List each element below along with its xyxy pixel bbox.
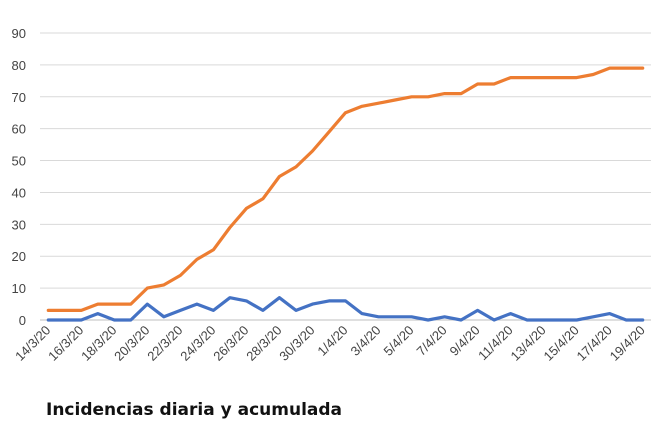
- y-tick-label: 50: [12, 154, 26, 169]
- x-tick-label: 19/4/20: [607, 323, 648, 364]
- series-lines: [46, 66, 645, 322]
- x-tick-label: 7/4/20: [414, 323, 450, 359]
- x-tick-label: 24/3/20: [177, 323, 218, 364]
- x-tick-label: 5/4/20: [381, 323, 417, 359]
- chart-caption: Incidencias diaria y acumulada: [46, 400, 343, 420]
- x-tick-label: 1/4/20: [314, 323, 350, 359]
- y-tick-label: 80: [12, 58, 26, 73]
- x-tick-label: 3/4/20: [347, 323, 383, 359]
- x-tick-label: 16/3/20: [45, 323, 86, 364]
- x-tick-label: 13/4/20: [508, 323, 549, 364]
- y-axis-ticks: 0 10 20 30 40 50 60 70 80 90: [12, 26, 26, 328]
- y-tick-label: 20: [12, 249, 26, 264]
- series-line-1: [46, 66, 645, 312]
- x-tick-label: 14/3/20: [12, 323, 53, 364]
- x-tick-label: 28/3/20: [243, 323, 284, 364]
- x-axis-ticks: 14/3/2016/3/2018/3/2020/3/2022/3/2024/3/…: [12, 323, 648, 364]
- y-tick-label: 70: [12, 90, 26, 105]
- y-tick-label: 0: [19, 313, 26, 328]
- y-tick-label: 10: [12, 281, 26, 296]
- x-tick-label: 26/3/20: [210, 323, 251, 364]
- x-tick-label: 22/3/20: [144, 323, 185, 364]
- y-tick-label: 40: [12, 185, 26, 200]
- series-line-2: [46, 296, 645, 322]
- y-tick-label: 60: [12, 122, 26, 137]
- x-tick-label: 15/4/20: [541, 323, 582, 364]
- x-tick-label: 20/3/20: [111, 323, 152, 364]
- gridlines: [40, 32, 651, 321]
- y-tick-label: 30: [12, 217, 26, 232]
- y-tick-label: 90: [12, 26, 26, 41]
- x-tick-label: 18/3/20: [78, 323, 119, 364]
- x-tick-label: 17/4/20: [574, 323, 615, 364]
- x-tick-label: 11/4/20: [475, 323, 516, 364]
- x-tick-label: 30/3/20: [276, 323, 317, 364]
